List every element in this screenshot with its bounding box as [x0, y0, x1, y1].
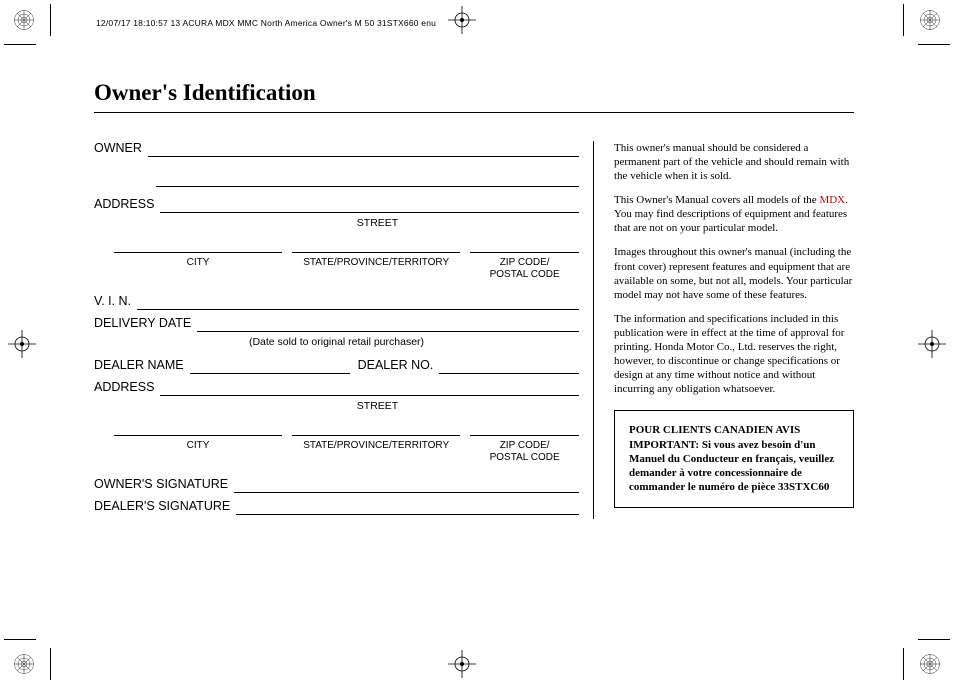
label-owner-sig: OWNER'S SIGNATURE	[94, 477, 234, 493]
cropline	[4, 639, 36, 640]
blank-dealer-sig	[236, 501, 579, 515]
blank-zip	[470, 239, 579, 253]
label-dealer-no: DEALER NO.	[350, 358, 440, 374]
regmark-tl	[14, 10, 34, 30]
cropline	[4, 44, 36, 45]
sublabel-state2: STATE/PROVINCE/TERRITORY	[292, 438, 460, 463]
label-owner: OWNER	[94, 141, 148, 157]
blank-owner	[148, 143, 579, 157]
blank-state2	[292, 422, 460, 436]
sublabel-city2: CITY	[114, 438, 282, 463]
note-date-sold: (Date sold to original retail purchaser)	[94, 336, 579, 348]
info-p2: This Owner's Manual covers all models of…	[614, 193, 854, 235]
sublabel-city: CITY	[114, 255, 282, 280]
crosshair-right	[918, 330, 946, 358]
label-dealer-name: DEALER NAME	[94, 358, 190, 374]
page-content: Owner's Identification OWNER ADDRESS STR…	[94, 80, 854, 519]
label-vin: V. I. N.	[94, 294, 137, 310]
blank-dealer-no	[439, 360, 579, 374]
blank-vin	[137, 296, 579, 310]
blank-owner-sig	[234, 479, 579, 493]
blank-address2	[160, 382, 579, 396]
mdx-text: MDX	[819, 194, 845, 206]
sublabel-zip2: ZIP CODE/ POSTAL CODE	[470, 438, 579, 463]
page-title: Owner's Identification	[94, 80, 854, 113]
info-p2a: This Owner's Manual covers all models of…	[614, 194, 819, 206]
blank-city2	[114, 422, 282, 436]
regmark-bl	[14, 654, 34, 674]
cropline	[50, 648, 51, 680]
french-notice: POUR CLIENTS CANADIEN AVIS IMPORTANT: Si…	[614, 410, 854, 507]
blank-owner2	[156, 173, 579, 187]
cropline	[918, 639, 950, 640]
info-p4: The information and specifications inclu…	[614, 312, 854, 396]
regmark-tr	[920, 10, 940, 30]
info-p1: This owner's manual should be considered…	[614, 141, 854, 183]
info-p3: Images throughout this owner's manual (i…	[614, 245, 854, 301]
blank-state	[292, 239, 460, 253]
blank-delivery	[197, 318, 579, 332]
label-address2: ADDRESS	[94, 380, 160, 396]
blank-address	[160, 199, 579, 213]
crosshair-bottom	[448, 650, 476, 678]
label-dealer-sig: DEALER'S SIGNATURE	[94, 499, 236, 515]
sublabel-street: STREET	[94, 217, 579, 229]
blank-city	[114, 239, 282, 253]
crosshair-top	[448, 6, 476, 34]
print-header: 12/07/17 18:10:57 13 ACURA MDX MMC North…	[96, 18, 436, 28]
sublabel-zip: ZIP CODE/ POSTAL CODE	[470, 255, 579, 280]
sublabel-state: STATE/PROVINCE/TERRITORY	[292, 255, 460, 280]
sublabel-street2: STREET	[94, 400, 579, 412]
blank-dealer-name	[190, 360, 350, 374]
info-column: This owner's manual should be considered…	[614, 141, 854, 519]
label-address: ADDRESS	[94, 197, 160, 213]
cropline	[903, 4, 904, 36]
crosshair-left	[8, 330, 36, 358]
cropline	[50, 4, 51, 36]
cropline	[918, 44, 950, 45]
label-delivery: DELIVERY DATE	[94, 316, 197, 332]
cropline	[903, 648, 904, 680]
blank-zip2	[470, 422, 579, 436]
identification-form: OWNER ADDRESS STREET CITY STATE/PROVINCE…	[94, 141, 594, 519]
regmark-br	[920, 654, 940, 674]
